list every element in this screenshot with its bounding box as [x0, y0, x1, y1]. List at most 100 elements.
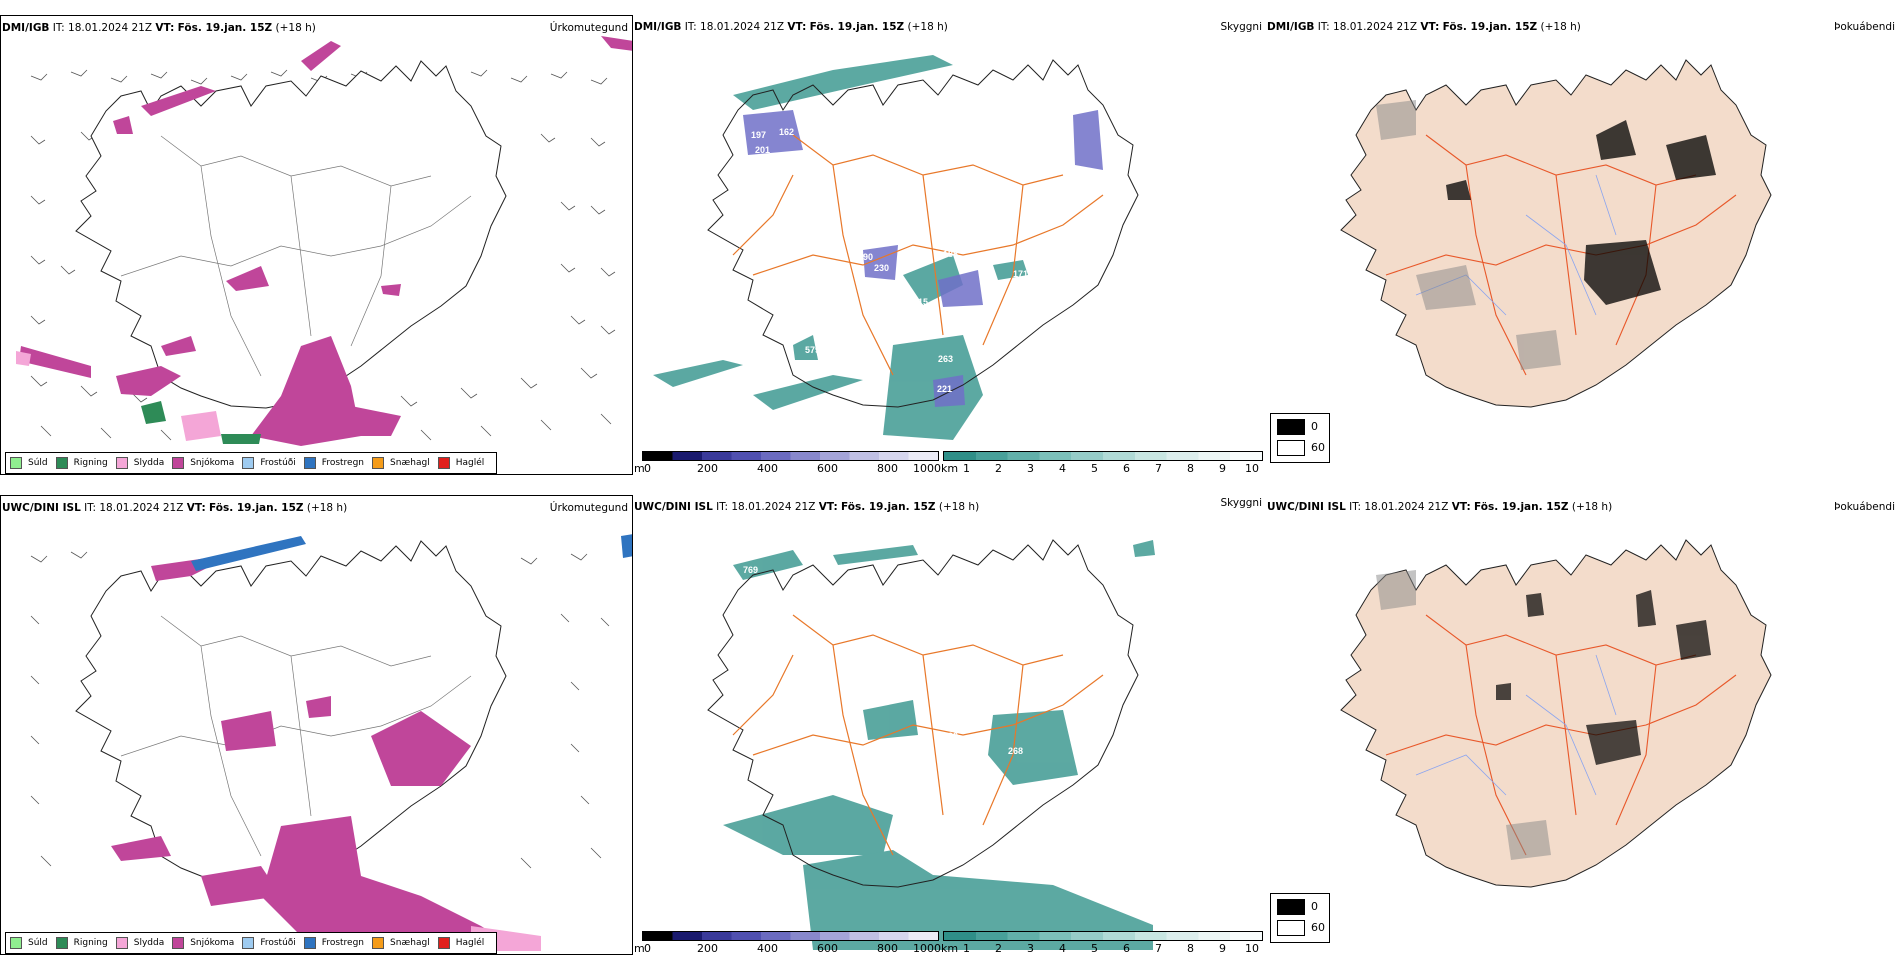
vis-tick: 6 — [1123, 462, 1130, 475]
vis-tick: 7 — [1155, 942, 1162, 955]
fog-panel-row2: UWC/DINI ISL IT: 18.01.2024 21Z VT: Fös.… — [1266, 495, 1899, 955]
vis-tick: 9 — [1219, 462, 1226, 475]
legend-label: Snjókoma — [190, 938, 235, 948]
vis-label: 365 — [737, 595, 752, 605]
panel-title: Skyggni — [1220, 21, 1263, 33]
legend-item: Frostúði — [242, 457, 296, 469]
road-network — [732, 614, 1104, 856]
legend-label: Frostúði — [260, 458, 296, 468]
legend-swatch — [242, 937, 255, 949]
low-visibility-areas — [723, 540, 1155, 950]
vis-label: 963 — [963, 65, 978, 75]
precip-type-panel-row2: UWC/DINI ISL IT: 18.01.2024 21Z VT: Fös.… — [0, 495, 633, 955]
vis-label: 190 — [858, 252, 873, 262]
vis-unit-m: m — [634, 462, 645, 475]
vis-tick: 7 — [1155, 462, 1162, 475]
vis-tick: 2 — [995, 462, 1002, 475]
visibility-panel-row2: 769 365 400 268 346 UWC/DINI ISL IT: 18.… — [633, 495, 1266, 955]
vis-label: 400 — [943, 731, 958, 741]
fog-legend-row2: 0 60 — [1270, 893, 1330, 943]
legend-swatch — [172, 457, 185, 469]
legend-item: Slydda — [115, 937, 165, 949]
vis-label: 605 — [1058, 137, 1073, 147]
legend-swatch — [115, 457, 128, 469]
legend-swatch — [437, 457, 450, 469]
legend-swatch — [437, 937, 450, 949]
legend-swatch — [55, 937, 68, 949]
legend-item: Slydda — [115, 457, 164, 469]
panel-title: Þokuábendi — [1834, 21, 1895, 33]
vis-tick: 400 — [757, 462, 778, 475]
legend-label: Rigning — [73, 938, 108, 948]
vis-unit-km: km — [941, 942, 959, 955]
legend-swatch — [372, 457, 385, 469]
vis-tick: 6 — [1123, 942, 1130, 955]
panel-title: Úrkomutegund — [549, 502, 628, 514]
legend-label: Snæhagl — [390, 938, 430, 948]
vis-label: 996 — [755, 379, 770, 389]
legend-label: Haglél — [455, 938, 485, 948]
vis-tick: 3 — [1027, 462, 1034, 475]
fog-legend-label: 0 — [1311, 900, 1318, 913]
vis-tick: 8 — [1187, 942, 1194, 955]
panel-title: Úrkomutegund — [549, 22, 628, 34]
legend-swatch — [10, 937, 22, 949]
legend-label: Rigning — [73, 458, 108, 468]
fog-areas-light — [1376, 100, 1561, 370]
panel-header: UWC/DINI ISL IT: 18.01.2024 21Z VT: Fös.… — [1267, 501, 1613, 513]
vis-label: 201 — [755, 145, 770, 155]
legend-swatch — [303, 457, 316, 469]
legend-item: Snjókoma — [172, 937, 234, 949]
vis-label: 346 — [938, 859, 953, 869]
vis-tick: 10 — [1245, 942, 1259, 955]
legend-label: Frostregn — [321, 938, 365, 948]
snow-areas — [111, 551, 521, 951]
fog-areas — [1496, 590, 1711, 765]
vis-tick: 4 — [1059, 462, 1066, 475]
legend-item: Frostregn — [303, 937, 365, 949]
vis-tick: 3 — [1027, 942, 1034, 955]
legend-item: Súld — [10, 937, 48, 949]
legend-label: Súld — [28, 938, 48, 948]
legend-item: Frostúði — [242, 937, 296, 949]
precip-type-legend: Súld Rigning Slydda Snjókoma Frostúði Fr… — [5, 932, 498, 954]
vis-bar-km — [943, 451, 1263, 461]
panel-title: Skyggni — [1220, 497, 1263, 509]
fog-map-row2 — [1340, 539, 1772, 888]
precip-type-map-row2 — [30, 534, 632, 951]
vis-tick: 600 — [817, 942, 838, 955]
visibility-panel-row1: 963 197 162 201 605 190 230 188 171 215 … — [633, 15, 1266, 475]
vis-unit-km: km — [941, 462, 959, 475]
vis-label: 197 — [751, 130, 766, 140]
vis-tick: 5 — [1091, 462, 1098, 475]
visibility-labels: 769 365 400 268 346 — [737, 565, 1023, 869]
very-low-visibility-areas — [743, 110, 1103, 407]
vis-tick: 1000 — [913, 462, 941, 475]
legend-label: Slydda — [133, 938, 165, 948]
legend-swatch — [372, 937, 385, 949]
vis-tick: 200 — [697, 462, 718, 475]
fog-map-row1 — [1340, 59, 1772, 408]
legend-label: Haglél — [455, 458, 485, 468]
vis-tick: 400 — [757, 942, 778, 955]
legend-item: Rigning — [55, 937, 108, 949]
vis-label: 162 — [779, 127, 794, 137]
visibility-legend: m 0 200 400 600 800 1000 km 1 2 3 4 5 6 … — [633, 929, 1266, 955]
precip-type-panel-row1: DMI/IGB IT: 18.01.2024 21Z VT: Fös. 19.j… — [0, 15, 633, 475]
iceland-outline — [75, 540, 507, 889]
vis-tick: 9 — [1219, 942, 1226, 955]
low-visibility-areas — [653, 55, 1028, 440]
road-network — [120, 135, 472, 377]
iceland-outline — [707, 59, 1139, 408]
road-network — [1385, 614, 1737, 856]
vis-label: 215 — [913, 297, 928, 307]
vis-tick: 1000 — [913, 942, 941, 955]
legend-label: Snjókoma — [190, 458, 235, 468]
iceland-land — [1340, 59, 1772, 408]
iceland-outline — [707, 539, 1139, 888]
fog-legend-label: 60 — [1311, 921, 1325, 934]
legend-swatch — [303, 937, 316, 949]
panel-header: DMI/IGB IT: 18.01.2024 21Z VT: Fös. 19.j… — [2, 22, 316, 34]
legend-item: Snæhagl — [372, 937, 430, 949]
iceland-outline — [75, 60, 507, 409]
